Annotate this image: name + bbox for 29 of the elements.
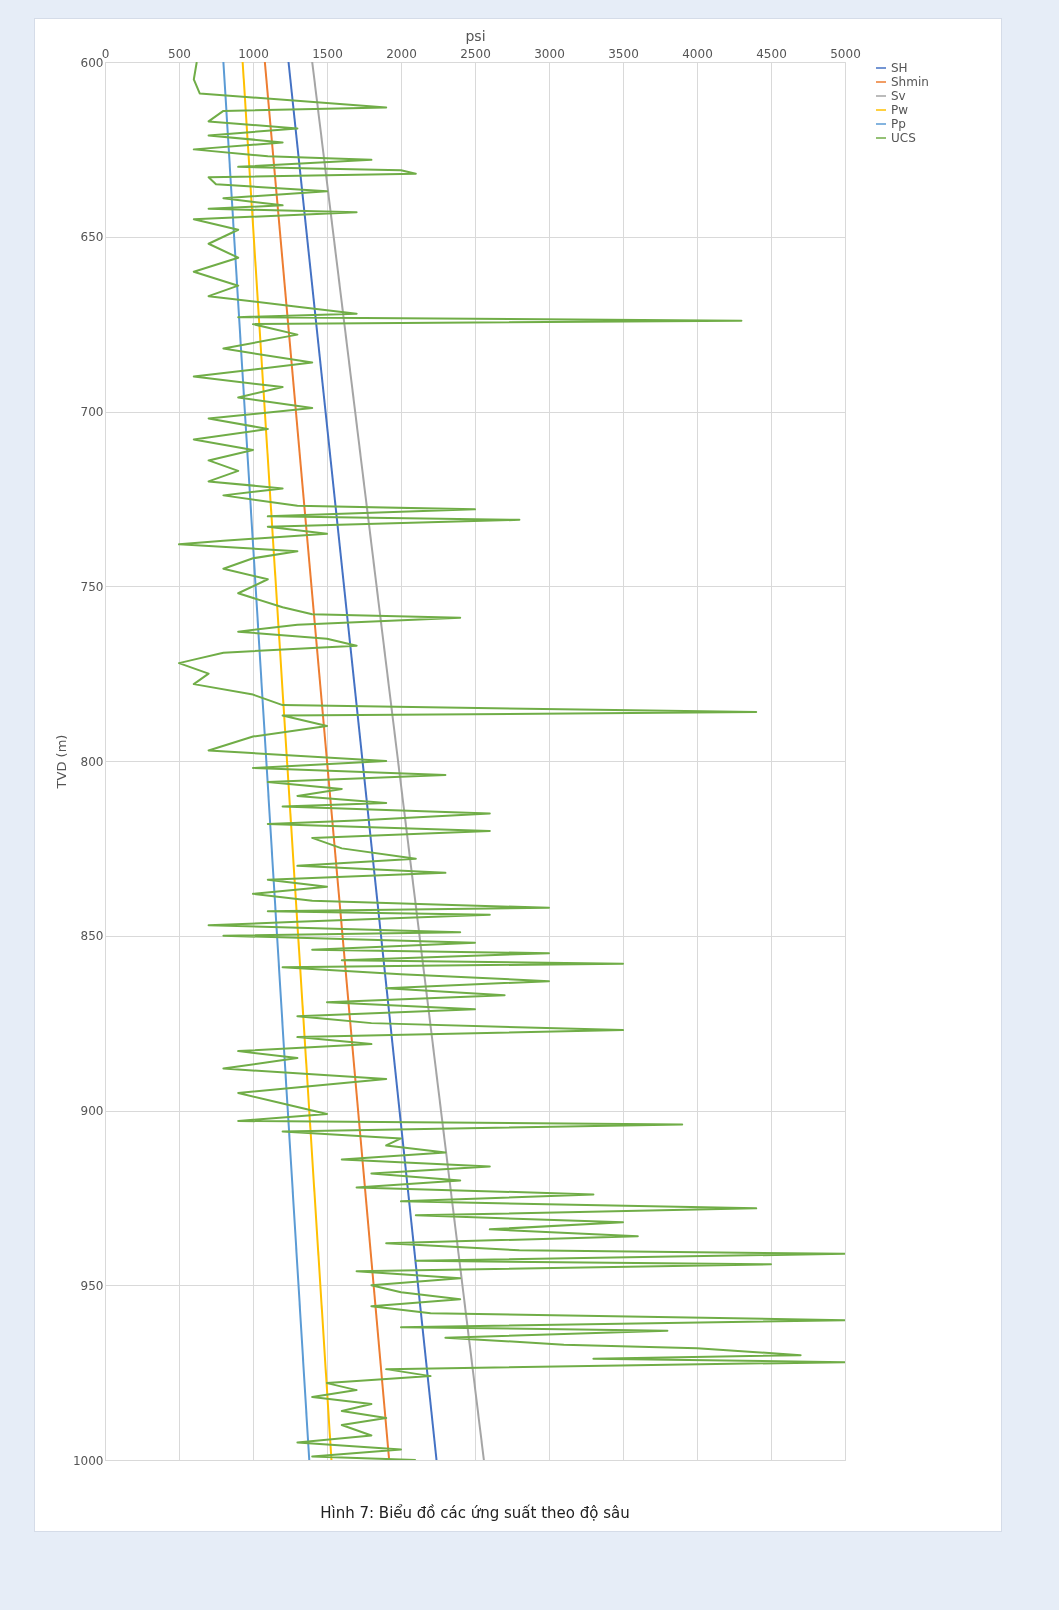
x-tick-label: 1500 <box>312 46 343 61</box>
y-tick-label: 800 <box>80 754 104 769</box>
y-tick-label: 1000 <box>72 1453 104 1468</box>
text: Hình 7: Biểu đồ các ứng suất theo độ sâu <box>320 1504 630 1522</box>
y-tick-label: 900 <box>80 1104 104 1118</box>
y-axis-title: TVD (m) <box>53 734 69 790</box>
legend-label: Pp <box>891 117 906 131</box>
y-tick-label: 600 <box>80 55 104 70</box>
legend-label: Pw <box>891 103 909 117</box>
legend-label: SH <box>891 61 908 75</box>
legend-label: Sv <box>891 89 906 103</box>
y-tick-label: 750 <box>80 579 104 594</box>
x-axis-title: psi <box>465 27 486 44</box>
x-tick-label: 2000 <box>386 46 417 61</box>
x-tick-label: 4500 <box>756 46 787 61</box>
legend-label: UCS <box>891 131 916 145</box>
legend-label: Shmin <box>891 75 929 89</box>
x-tick-label: 1000 <box>238 46 269 61</box>
y-tick-label: 650 <box>80 230 104 245</box>
y-tick-label: 700 <box>80 405 104 419</box>
x-tick-label: 3500 <box>608 46 639 61</box>
x-tick-label: 500 <box>168 46 191 61</box>
x-tick-label: 5000 <box>830 46 861 61</box>
x-tick-label: 3000 <box>534 46 565 61</box>
line-series <box>178 62 845 1460</box>
x-tick-label: 2500 <box>460 46 491 61</box>
y-tick-label: 950 <box>80 1278 104 1293</box>
y-tick-label: 850 <box>80 929 104 944</box>
x-tick-label: 4000 <box>682 46 713 61</box>
